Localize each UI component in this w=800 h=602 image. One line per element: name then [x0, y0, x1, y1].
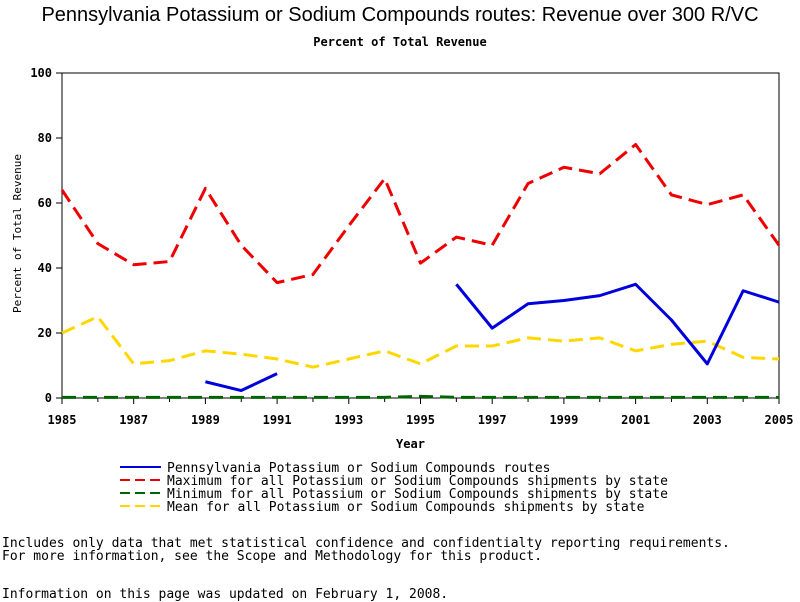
y-axis-label: Percent of Total Revenue: [11, 154, 24, 313]
y-tick-label: 80: [38, 131, 52, 145]
series-line: [62, 394, 779, 399]
x-tick-label: 1999: [549, 413, 578, 427]
y-tick-label: 40: [38, 261, 52, 275]
chart-series: [60, 143, 781, 399]
x-tick-label: 1991: [263, 413, 292, 427]
x-tick-label: 2005: [765, 413, 794, 427]
update-note: Information on this page was updated on …: [2, 587, 449, 602]
x-tick-label: 1993: [334, 413, 363, 427]
chart-subtitle: Percent of Total Revenue: [313, 35, 487, 49]
plot-frame: [61, 72, 780, 399]
legend-label: Maximum for all Potassium or Sodium Comp…: [167, 474, 668, 489]
chart-title: Pennsylvania Potassium or Sodium Compoun…: [41, 4, 759, 26]
series-line: [455, 282, 780, 366]
x-tick-label: 1985: [48, 413, 77, 427]
line-chart: 0 20 40 60 80 100 1985 1987 1989 1991 1993 1995 1997…: [11, 66, 793, 515]
y-tick-label: 0: [45, 391, 52, 405]
x-tick-label: 2001: [621, 413, 650, 427]
series-line: [60, 143, 781, 285]
chart-legend: Pennsylvania Potassium or Sodium Compoun…: [120, 461, 668, 515]
x-tick-label: 1987: [119, 413, 148, 427]
x-tick-label: 1989: [191, 413, 220, 427]
y-tick-label: 60: [38, 196, 52, 210]
x-axis-label: Year: [396, 437, 425, 451]
chart-axes: 0 20 40 60 80 100 1985 1987 1989 1991 1993 1995 1997…: [11, 66, 793, 451]
series-line: [61, 315, 780, 369]
legend-label: Minimum for all Potassium or Sodium Comp…: [167, 487, 668, 502]
x-tick-label: 2003: [693, 413, 722, 427]
legend-label: Mean for all Potassium or Sodium Compoun…: [167, 500, 645, 515]
legend-label: Pennsylvania Potassium or Sodium Compoun…: [167, 461, 551, 476]
y-tick-label: 20: [38, 326, 52, 340]
data-note: Includes only data that met statistical …: [2, 536, 730, 551]
y-tick-label: 100: [30, 66, 52, 80]
x-tick-label: 1995: [406, 413, 435, 427]
series-line: [205, 372, 278, 393]
x-tick-label: 1997: [478, 413, 507, 427]
methodology-note: For more information, see the Scope and …: [2, 549, 543, 564]
